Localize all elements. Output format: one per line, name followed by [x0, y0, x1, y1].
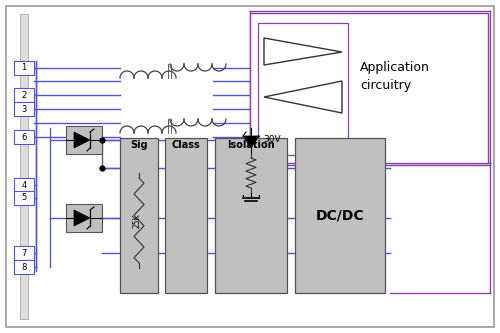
Polygon shape — [74, 132, 90, 148]
Text: Class: Class — [172, 140, 200, 150]
Text: 30V: 30V — [263, 136, 280, 145]
Text: circuitry: circuitry — [360, 79, 411, 92]
Bar — [250, 13, 488, 163]
Bar — [14, 246, 34, 260]
Bar — [20, 14, 28, 319]
Bar — [295, 138, 385, 293]
Bar — [14, 178, 34, 192]
Text: 3: 3 — [22, 105, 26, 114]
Bar — [66, 204, 102, 232]
Text: 5: 5 — [22, 193, 26, 202]
Bar — [215, 138, 287, 293]
Text: Isolation: Isolation — [227, 140, 275, 150]
Bar — [14, 130, 34, 144]
Text: 7: 7 — [22, 248, 26, 257]
Text: 6: 6 — [22, 133, 26, 142]
Text: 25K: 25K — [132, 214, 141, 228]
Text: 2: 2 — [22, 91, 26, 100]
Polygon shape — [74, 210, 90, 226]
Bar — [14, 61, 34, 75]
Text: Application: Application — [360, 62, 430, 75]
Bar — [14, 260, 34, 274]
Text: Sig: Sig — [130, 140, 148, 150]
Bar — [14, 102, 34, 116]
Text: 1: 1 — [22, 64, 26, 73]
Polygon shape — [243, 136, 259, 148]
Bar — [258, 23, 348, 155]
Text: 4: 4 — [22, 180, 26, 189]
Bar — [14, 191, 34, 205]
Bar — [120, 138, 158, 293]
Bar — [165, 138, 207, 293]
Bar — [14, 88, 34, 102]
Text: 8: 8 — [22, 262, 26, 271]
Text: DC/DC: DC/DC — [316, 208, 364, 222]
Bar — [66, 126, 102, 154]
